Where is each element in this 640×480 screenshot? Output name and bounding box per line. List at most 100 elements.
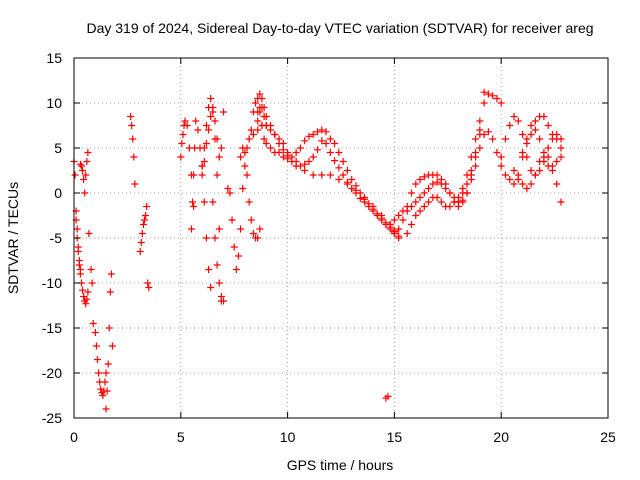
data-point bbox=[202, 122, 210, 129]
data-point bbox=[314, 128, 322, 136]
data-point bbox=[82, 300, 90, 308]
data-point bbox=[105, 324, 113, 332]
y-tick-label: -5 bbox=[50, 230, 63, 246]
data-point bbox=[254, 234, 262, 242]
x-axis-label: GPS time / hours bbox=[287, 457, 394, 473]
data-point bbox=[420, 173, 428, 181]
data-point bbox=[510, 167, 518, 174]
data-point bbox=[395, 212, 403, 219]
data-point bbox=[92, 342, 100, 350]
data-point bbox=[85, 230, 93, 237]
data-point bbox=[108, 342, 116, 350]
data-point bbox=[198, 162, 206, 170]
data-point bbox=[192, 117, 200, 125]
data-point bbox=[343, 167, 351, 174]
data-point bbox=[137, 239, 145, 246]
data-point bbox=[446, 203, 454, 210]
data-point bbox=[489, 92, 497, 100]
data-point bbox=[73, 225, 81, 233]
data-point bbox=[239, 185, 247, 192]
data-point bbox=[260, 135, 268, 143]
data-point bbox=[245, 198, 253, 206]
axis-ticks: 0 5 10 15 20 25 -25 -20 -15 -10 -5 0 5 10 15 bbox=[42, 50, 616, 445]
x-tick-label: 10 bbox=[280, 429, 296, 445]
data-point bbox=[442, 185, 450, 192]
data-point bbox=[80, 176, 88, 183]
data-point bbox=[95, 369, 103, 377]
data-point bbox=[531, 171, 539, 179]
y-tick-label: -10 bbox=[42, 275, 62, 291]
data-point bbox=[322, 128, 330, 136]
data-point bbox=[384, 392, 392, 400]
data-point bbox=[531, 117, 539, 125]
data-point bbox=[519, 153, 527, 161]
x-tick-label: 20 bbox=[493, 429, 509, 445]
data-point bbox=[292, 149, 300, 156]
data-point bbox=[459, 196, 467, 204]
data-point bbox=[339, 158, 347, 165]
y-tick-label: -20 bbox=[42, 365, 62, 381]
x-tick-label: 25 bbox=[600, 429, 616, 445]
data-point bbox=[489, 135, 497, 143]
data-point bbox=[207, 113, 215, 120]
data-point bbox=[267, 126, 275, 134]
data-point bbox=[209, 104, 217, 111]
data-point bbox=[76, 266, 84, 273]
data-point bbox=[416, 176, 424, 183]
data-point bbox=[254, 126, 262, 134]
data-point bbox=[82, 171, 90, 179]
data-point bbox=[544, 122, 552, 129]
data-point bbox=[249, 230, 257, 237]
data-point bbox=[143, 203, 151, 210]
data-point bbox=[232, 266, 240, 273]
data-point bbox=[510, 180, 518, 188]
data-point bbox=[91, 329, 99, 336]
data-point bbox=[145, 284, 153, 291]
data-point bbox=[144, 279, 152, 287]
data-point bbox=[484, 128, 492, 136]
data-point bbox=[189, 198, 197, 206]
data-point bbox=[369, 203, 377, 210]
data-point bbox=[497, 99, 505, 107]
data-point bbox=[540, 153, 548, 161]
data-point bbox=[425, 185, 433, 192]
series-sat-g bbox=[136, 203, 153, 291]
data-point bbox=[497, 162, 505, 170]
data-point bbox=[395, 234, 403, 242]
data-point bbox=[463, 171, 471, 179]
series-sat-q bbox=[254, 104, 398, 235]
x-tick-label: 0 bbox=[70, 429, 78, 445]
data-point bbox=[318, 137, 326, 145]
y-tick-label: -25 bbox=[42, 410, 62, 426]
data-point bbox=[178, 140, 186, 147]
data-point bbox=[433, 178, 441, 186]
data-point bbox=[309, 131, 317, 138]
data-point bbox=[407, 189, 415, 197]
data-point bbox=[267, 144, 275, 152]
data-point bbox=[437, 198, 445, 206]
data-point bbox=[209, 198, 217, 206]
data-point bbox=[544, 144, 552, 152]
data-point bbox=[220, 108, 228, 116]
data-point bbox=[553, 180, 561, 188]
data-point bbox=[433, 171, 441, 179]
data-point bbox=[472, 149, 480, 156]
data-point bbox=[348, 185, 356, 192]
data-point bbox=[343, 180, 351, 188]
data-point bbox=[540, 113, 548, 120]
data-point bbox=[83, 295, 91, 303]
data-point bbox=[536, 135, 544, 143]
data-point bbox=[241, 149, 249, 156]
data-point bbox=[75, 257, 83, 264]
data-point bbox=[79, 167, 87, 174]
data-point bbox=[254, 108, 262, 116]
data-point bbox=[506, 122, 514, 129]
data-point bbox=[284, 149, 292, 156]
data-point bbox=[213, 261, 221, 269]
data-point bbox=[322, 140, 330, 147]
data-point bbox=[81, 189, 89, 197]
y-tick-label: 0 bbox=[54, 185, 62, 201]
data-point bbox=[425, 198, 433, 206]
data-point bbox=[519, 180, 527, 188]
data-point bbox=[433, 194, 441, 201]
